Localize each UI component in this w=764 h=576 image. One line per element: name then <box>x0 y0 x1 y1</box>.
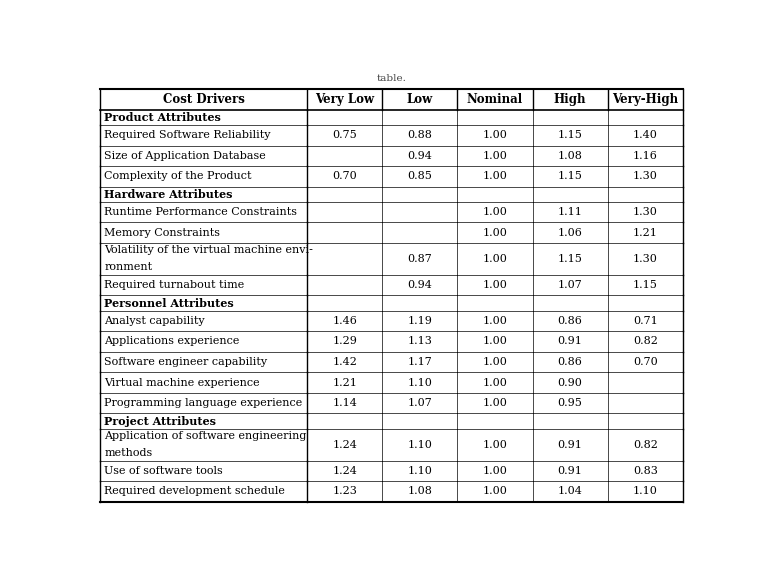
Text: Application of software engineering: Application of software engineering <box>105 431 307 441</box>
Text: 0.87: 0.87 <box>407 254 432 264</box>
Text: Required Software Reliability: Required Software Reliability <box>105 130 271 140</box>
Text: 1.10: 1.10 <box>633 486 658 497</box>
Text: 1.30: 1.30 <box>633 171 658 181</box>
Text: 1.30: 1.30 <box>633 254 658 264</box>
Text: 0.94: 0.94 <box>407 151 432 161</box>
Text: 1.15: 1.15 <box>558 254 583 264</box>
Text: 1.10: 1.10 <box>407 466 432 476</box>
Text: 1.07: 1.07 <box>407 398 432 408</box>
Text: 1.07: 1.07 <box>558 280 582 290</box>
Text: Applications experience: Applications experience <box>105 336 240 347</box>
Text: Low: Low <box>406 93 433 106</box>
Text: High: High <box>554 93 587 106</box>
Text: 0.91: 0.91 <box>558 336 583 347</box>
Text: 1.00: 1.00 <box>483 316 507 326</box>
Text: Very-High: Very-High <box>612 93 678 106</box>
Text: table.: table. <box>377 74 406 84</box>
Text: Size of Application Database: Size of Application Database <box>105 151 266 161</box>
Text: 1.08: 1.08 <box>407 486 432 497</box>
Text: 1.23: 1.23 <box>332 486 357 497</box>
Text: 1.24: 1.24 <box>332 439 357 450</box>
Text: 1.21: 1.21 <box>633 228 658 238</box>
Text: 0.88: 0.88 <box>407 130 432 140</box>
Text: Virtual machine experience: Virtual machine experience <box>105 377 260 388</box>
Text: 0.70: 0.70 <box>633 357 658 367</box>
Text: Nominal: Nominal <box>467 93 523 106</box>
Text: ronment: ronment <box>105 263 153 272</box>
Text: 1.00: 1.00 <box>483 439 507 450</box>
Text: Product Attributes: Product Attributes <box>105 112 222 123</box>
Text: 0.82: 0.82 <box>633 336 658 347</box>
Text: 1.30: 1.30 <box>633 207 658 217</box>
Text: 1.10: 1.10 <box>407 377 432 388</box>
Text: 1.00: 1.00 <box>483 151 507 161</box>
Text: 1.00: 1.00 <box>483 280 507 290</box>
Text: Cost Drivers: Cost Drivers <box>163 93 244 106</box>
Text: Analyst capability: Analyst capability <box>105 316 205 326</box>
Text: Hardware Attributes: Hardware Attributes <box>105 189 233 200</box>
Text: Runtime Performance Constraints: Runtime Performance Constraints <box>105 207 297 217</box>
Text: 0.90: 0.90 <box>558 377 583 388</box>
Text: Complexity of the Product: Complexity of the Product <box>105 171 252 181</box>
Text: 1.19: 1.19 <box>407 316 432 326</box>
Text: 1.08: 1.08 <box>558 151 583 161</box>
Text: 0.91: 0.91 <box>558 439 583 450</box>
Text: 1.13: 1.13 <box>407 336 432 347</box>
Text: Required development schedule: Required development schedule <box>105 486 285 497</box>
Text: 1.40: 1.40 <box>633 130 658 140</box>
Text: Personnel Attributes: Personnel Attributes <box>105 298 234 309</box>
Text: 0.95: 0.95 <box>558 398 583 408</box>
Text: Use of software tools: Use of software tools <box>105 466 223 476</box>
Text: 1.00: 1.00 <box>483 377 507 388</box>
Text: 1.06: 1.06 <box>558 228 583 238</box>
Text: 1.00: 1.00 <box>483 486 507 497</box>
Text: 1.14: 1.14 <box>332 398 357 408</box>
Text: 1.00: 1.00 <box>483 207 507 217</box>
Text: 1.00: 1.00 <box>483 171 507 181</box>
Text: 1.46: 1.46 <box>332 316 357 326</box>
Text: 1.00: 1.00 <box>483 357 507 367</box>
Text: 1.10: 1.10 <box>407 439 432 450</box>
Text: 1.15: 1.15 <box>558 130 583 140</box>
Text: Very Low: Very Low <box>315 93 374 106</box>
Text: 1.00: 1.00 <box>483 130 507 140</box>
Text: 1.29: 1.29 <box>332 336 357 347</box>
Text: 0.94: 0.94 <box>407 280 432 290</box>
Text: 0.83: 0.83 <box>633 466 658 476</box>
Text: Programming language experience: Programming language experience <box>105 398 303 408</box>
Text: 0.91: 0.91 <box>558 466 583 476</box>
Text: 0.85: 0.85 <box>407 171 432 181</box>
Text: 1.15: 1.15 <box>633 280 658 290</box>
Text: 0.86: 0.86 <box>558 357 583 367</box>
Text: Memory Constraints: Memory Constraints <box>105 228 220 238</box>
Text: 1.00: 1.00 <box>483 254 507 264</box>
Text: 0.75: 0.75 <box>332 130 357 140</box>
Text: 1.21: 1.21 <box>332 377 357 388</box>
Text: 1.00: 1.00 <box>483 228 507 238</box>
Text: Software engineer capability: Software engineer capability <box>105 357 267 367</box>
Text: Volatility of the virtual machine envi-: Volatility of the virtual machine envi- <box>105 245 313 255</box>
Text: 1.11: 1.11 <box>558 207 583 217</box>
Text: 1.15: 1.15 <box>558 171 583 181</box>
Text: Required turnabout time: Required turnabout time <box>105 280 244 290</box>
Text: 1.24: 1.24 <box>332 466 357 476</box>
Text: methods: methods <box>105 448 153 458</box>
Text: Project Attributes: Project Attributes <box>105 415 216 426</box>
Text: 1.42: 1.42 <box>332 357 357 367</box>
Text: 0.86: 0.86 <box>558 316 583 326</box>
Text: 0.70: 0.70 <box>332 171 357 181</box>
Text: 1.00: 1.00 <box>483 398 507 408</box>
Text: 1.00: 1.00 <box>483 466 507 476</box>
Text: 0.71: 0.71 <box>633 316 658 326</box>
Text: 1.16: 1.16 <box>633 151 658 161</box>
Text: 1.00: 1.00 <box>483 336 507 347</box>
Text: 1.17: 1.17 <box>407 357 432 367</box>
Text: 1.04: 1.04 <box>558 486 583 497</box>
Text: 0.82: 0.82 <box>633 439 658 450</box>
